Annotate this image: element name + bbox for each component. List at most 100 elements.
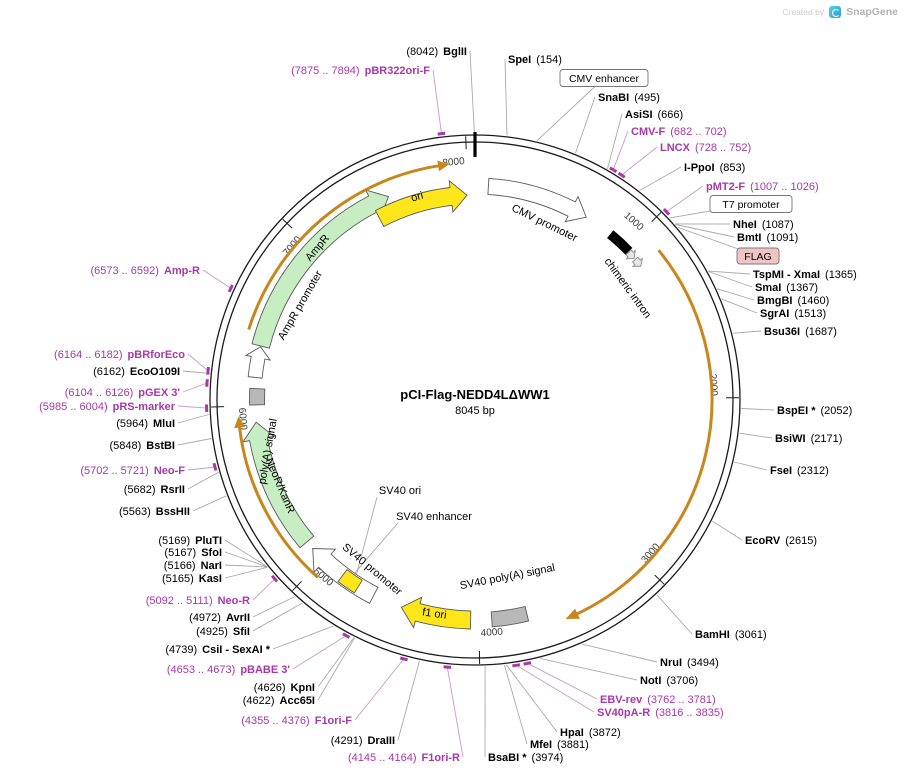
leader-lncx: [621, 146, 658, 176]
leader-acc65i: [317, 637, 356, 701]
scale-label-3000: 3000: [639, 541, 662, 565]
enzyme-label-draiii: (4291) DraIII: [331, 735, 395, 747]
enzyme-label-ecorv: EcoRV (2615): [745, 535, 817, 547]
leader-noti: [540, 657, 638, 681]
enzyme-label-ecoo109i: (6162) EcoO109I: [93, 366, 180, 378]
boxed-label-flag: [736, 247, 780, 265]
primer-site-tick-cmv-f: [609, 166, 618, 173]
enzyme-label-mfei: MfeI (3881): [530, 739, 589, 751]
enzyme-label-bglii: (8042) BglII: [406, 46, 467, 58]
primer-site-tick-f1ori-r: [443, 665, 452, 669]
enzyme-label-sfii: (4925) SfiI: [196, 626, 250, 638]
enzyme-label-kpni: (4626) KpnI: [254, 682, 315, 694]
primer-label-f1ori-f: (4355 .. 4376) F1ori-F: [241, 715, 352, 727]
primer-site-tick-amp-r: [227, 284, 234, 293]
leader-pbr322ori-f: [432, 69, 442, 134]
enzyme-label-rsrii: (5682) RsrII: [124, 484, 185, 496]
leader-bglii: [469, 50, 475, 134]
scale-tick-3000: [654, 574, 665, 585]
scale-label-1000: 1000: [621, 210, 645, 233]
primer-label-pgex-3: (6104 .. 6126) pGEX 3': [65, 387, 181, 399]
primer-label-amp-r: (6573 .. 6592) Amp-R: [90, 265, 200, 277]
leader-bsu36i: [732, 330, 762, 334]
plasmid-size: 8045 bp: [455, 404, 495, 417]
enzyme-label-fsei: FseI (2312): [770, 465, 829, 477]
leader-bmti: [675, 224, 735, 238]
enzyme-label-tspmi-xmai: TspMI - XmaI (1365): [753, 269, 857, 281]
enzyme-label-nhei: NheI (1087): [733, 219, 794, 231]
primer-label-pbabe-3: (4653 .. 4673) pBABE 3': [167, 664, 291, 676]
boxed-label-t7-promoter: [709, 195, 793, 213]
primer-site-tick-pbabe-3: [342, 632, 351, 639]
primer-site-tick-pbrforeco: [206, 366, 210, 375]
enzyme-label-csii-sexai: (4739) CsiI - SexAI *: [165, 644, 270, 656]
leader-i-ppoi: [639, 166, 682, 191]
leader-asisi: [607, 113, 623, 169]
primer-label-pbr322ori-f: (7875 .. 7894) pBR322ori-F: [291, 65, 430, 77]
feature-label-f1-ori: f1 ori: [421, 606, 447, 621]
primer-label-pbrforeco: (6164 .. 6182) pBRforEco: [54, 349, 185, 361]
primer-label-prs-marker: (5985 .. 6004) pRS-marker: [39, 401, 176, 413]
leader-sgrai: [721, 298, 758, 314]
leader-spei: [504, 58, 508, 136]
feature-label-sv40-ori: SV40 ori: [379, 485, 421, 497]
primer-label-lncx: LNCX (728 .. 752): [660, 142, 751, 154]
primer-site-tick-sv40pa-r: [512, 663, 521, 668]
ori-arrow: [374, 179, 468, 228]
primer-label-f1ori-r: (4145 .. 4164) F1ori-R: [348, 752, 460, 764]
watermark-created-by: Created by: [782, 7, 825, 17]
leader-neo-r: [252, 578, 276, 601]
enzyme-label-acc65i: (4622) Acc65I: [243, 695, 315, 707]
leader-ecoo109i: [182, 370, 210, 374]
enzyme-label-snabi: SnaBI (495): [598, 92, 660, 104]
enzyme-label-hpai: HpaI (3872): [560, 727, 621, 739]
boxed-label-text-cmv-enhancer: CMV enhancer: [569, 73, 640, 85]
enzyme-label-spei: SpeI (154): [508, 54, 562, 66]
cmv-promoter-arrow: [487, 177, 587, 223]
neor-orf-arc-head: [234, 416, 246, 429]
f1-ori-arrow: [400, 596, 472, 630]
ampr-promoter-arrow: [244, 346, 272, 379]
scale-label-8000: 8000: [442, 156, 466, 169]
leader-bsshii: [192, 495, 227, 512]
boxed-label-text-t7-promoter: T7 promoter: [722, 199, 780, 211]
leader-bspei: [741, 408, 775, 411]
boxed-label-text-flag: FLAG: [744, 251, 771, 263]
enzyme-label-i-ppoi: I-PpoI (853): [684, 162, 745, 174]
sv40-polya-band: [490, 605, 530, 628]
enzyme-label-noti: NotI (3706): [640, 675, 698, 687]
leader-bmgbi: [717, 288, 755, 301]
enzyme-label-sfoi: (5167) SfoI: [164, 547, 222, 559]
leader-ecorv: [712, 520, 743, 541]
chimeric-intron-band: [607, 230, 633, 255]
leader-draiii: [397, 660, 420, 741]
leader-kasi: [224, 566, 268, 579]
feature-label-chimeric-intron: chimeric intron: [602, 256, 654, 321]
scale-tick-1000: [651, 212, 662, 223]
primer-site-tick-pmt2-f: [662, 208, 671, 216]
enzyme-label-bsu36i: Bsu36I (1687): [764, 326, 837, 338]
primer-label-ebv-rev: EBV-rev (3762 .. 3781): [600, 694, 716, 706]
leader-sv40pa-r: [516, 664, 595, 713]
sv40-ori-band: [337, 568, 363, 594]
polya-band: [249, 387, 266, 406]
plasmid-title-block: pCI-Flag-NEDD4LΔWW1 8045 bp: [400, 386, 549, 418]
scale-tick-8000: [465, 136, 467, 150]
enzyme-label-bsabi: BsaBI * (3974): [488, 752, 563, 764]
leader-cmv-enhancer: [536, 77, 605, 142]
leader-bsiwi: [739, 432, 773, 439]
primer-label-neo-r: (5092 .. 5111) Neo-R: [146, 595, 250, 607]
leader-kpni: [317, 637, 355, 688]
primer-site-tick-ebv-rev: [523, 661, 532, 666]
t7-promoter-glyph: [625, 249, 636, 260]
enzyme-label-sgrai: SgrAI (1513): [760, 308, 826, 320]
enzyme-label-bsiwi: BsiWI (2171): [775, 433, 842, 445]
leader-pgex-3: [182, 382, 208, 393]
enzyme-label-bmti: BmtI (1091): [737, 232, 798, 244]
nedd4l-cds-arc: [571, 249, 714, 618]
leader-tspmi-xmai: [708, 270, 751, 275]
leader-bamhi: [656, 594, 693, 635]
enzyme-label-smai: SmaI (1367): [755, 282, 818, 294]
